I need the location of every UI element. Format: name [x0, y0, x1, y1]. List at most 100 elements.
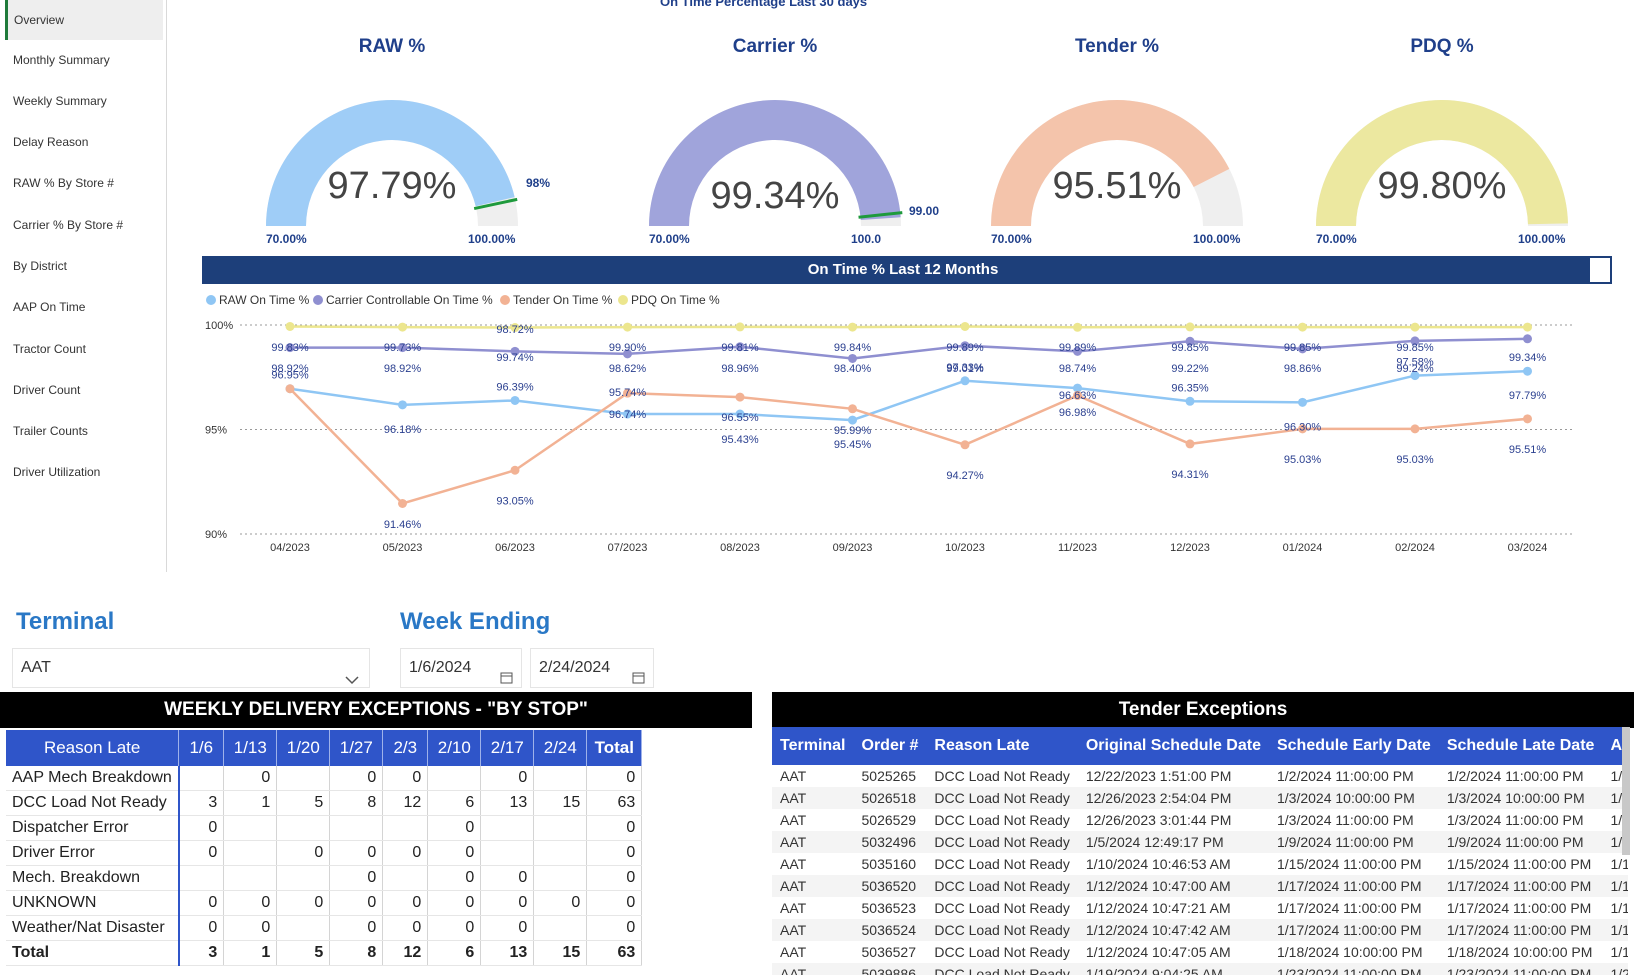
- data-label: 98.72%: [496, 324, 534, 336]
- legend-item[interactable]: PDQ On Time %: [618, 293, 720, 307]
- column-header[interactable]: 2/24: [533, 730, 588, 766]
- table-row[interactable]: AAT 5039886 DCC Load Not Ready 1/19/2024 9:…: [772, 963, 1628, 975]
- table-cell: AAT: [772, 963, 854, 975]
- sidebar-item-tractor-count[interactable]: Tractor Count: [13, 342, 86, 356]
- week-start-date-input[interactable]: 1/6/2024: [400, 648, 522, 688]
- table-row[interactable]: AAT 5036523 DCC Load Not Ready 1/12/2024 10…: [772, 897, 1628, 919]
- gauge-value: 95.51%: [1052, 165, 1182, 207]
- terminal-filter-title: Terminal: [16, 608, 115, 635]
- column-header[interactable]: 2/3: [382, 730, 429, 766]
- count-cell: 0: [533, 890, 588, 916]
- x-tick-label: 01/2024: [1283, 542, 1323, 554]
- table-row: UNKNOWN 0 0 0 0 0 0 0 0 0: [6, 890, 643, 916]
- sidebar-item-weekly-summary[interactable]: Weekly Summary: [13, 94, 107, 108]
- tender-table-scrollbar[interactable]: [1622, 727, 1630, 855]
- count-cell: 0: [427, 865, 482, 891]
- table-row[interactable]: AAT 5036527 DCC Load Not Ready 1/12/2024 10…: [772, 941, 1628, 963]
- reason-cell: DCC Load Not Ready: [6, 790, 180, 816]
- table-cell: 1/12/2024 10:47:05 AM: [1085, 944, 1231, 960]
- data-label: 96.18%: [384, 424, 422, 436]
- count-cell: [329, 815, 384, 841]
- count-cell: 0: [586, 815, 643, 841]
- sidebar-item-aap-on-time[interactable]: AAP On Time: [13, 300, 86, 314]
- column-header[interactable]: 1/20: [276, 730, 331, 766]
- column-header[interactable]: Reason Late: [6, 730, 180, 766]
- data-point: [1073, 322, 1082, 332]
- data-label: 96.39%: [496, 381, 534, 393]
- tender-exceptions-scroll-area[interactable]: Terminal Order # Reason Late Original Sched…: [772, 727, 1628, 975]
- column-header[interactable]: Schedule Early Date: [1268, 727, 1439, 765]
- table-row[interactable]: AAT 5035160 DCC Load Not Ready 1/10/2024 10…: [772, 853, 1628, 875]
- table-cell: 1/9/2024 11:00:00 PM: [1268, 831, 1439, 853]
- chart-header-toggle[interactable]: [1588, 256, 1612, 284]
- sidebar-item-trailer-counts[interactable]: Trailer Counts: [13, 424, 88, 438]
- sidebar-item-delay-reason[interactable]: Delay Reason: [13, 135, 89, 149]
- column-header[interactable]: 2/17: [480, 730, 535, 766]
- sidebar-item-overview[interactable]: Overview: [5, 0, 163, 40]
- column-header[interactable]: Schedule Late Date: [1438, 727, 1603, 765]
- data-point: [960, 440, 970, 450]
- count-cell: 0: [586, 915, 643, 941]
- count-cell: 13: [480, 940, 535, 966]
- y-tick-label: 100%: [205, 320, 233, 332]
- calendar-icon[interactable]: [632, 661, 645, 699]
- table-row[interactable]: AAT 5026529 DCC Load Not Ready 12/26/2023 3…: [772, 809, 1628, 831]
- table-row[interactable]: AAT 5036520 DCC Load Not Ready 1/12/2024 10…: [772, 875, 1628, 897]
- data-point: [1298, 344, 1307, 354]
- data-point: [1073, 383, 1082, 393]
- x-tick-label: 12/2023: [1170, 542, 1210, 554]
- table-row: Weather/Nat Disaster 0 0 0 0 0 0 0: [6, 915, 643, 941]
- gauge-target-marker: [473, 197, 518, 211]
- table-cell: DCC Load Not Ready: [934, 856, 1070, 872]
- table-cell: 1/18/2024 10:00:00 PM: [1276, 944, 1423, 960]
- column-header[interactable]: 1/6: [178, 730, 225, 766]
- legend-item[interactable]: Tender On Time %: [500, 293, 612, 307]
- data-point: [735, 342, 745, 352]
- data-point: [735, 392, 745, 402]
- column-header[interactable]: Total: [586, 730, 643, 766]
- sidebar-item-by-district[interactable]: By District: [13, 259, 67, 273]
- column-header[interactable]: Terminal: [772, 727, 854, 765]
- table-cell: 5036524: [853, 919, 927, 941]
- count-cell: 0: [382, 840, 429, 866]
- table-cell: 12/26/2023 3:01:44 PM: [1085, 812, 1232, 828]
- sidebar-item-driver-count[interactable]: Driver Count: [13, 383, 81, 397]
- table-row[interactable]: AAT 5026518 DCC Load Not Ready 12/26/2023 2…: [772, 787, 1628, 809]
- reason-cell: Total: [6, 940, 180, 966]
- data-label: 96.30%: [1284, 421, 1322, 433]
- table-cell: AAT: [780, 856, 807, 872]
- count-cell: 63: [586, 790, 643, 816]
- column-header[interactable]: Reason Late: [926, 727, 1078, 765]
- table-row[interactable]: AAT 5032496 DCC Load Not Ready 1/5/2024 12:…: [772, 831, 1628, 853]
- column-header[interactable]: 1/13: [223, 730, 278, 766]
- sidebar-item-driver-utilization[interactable]: Driver Utilization: [13, 465, 101, 479]
- gauge-title: PDQ %: [1410, 36, 1474, 57]
- table-cell: 5026518: [853, 787, 927, 809]
- table-row[interactable]: AAT 5025265 DCC Load Not Ready 12/22/2023 1…: [772, 765, 1628, 787]
- terminal-dropdown[interactable]: AAT: [12, 648, 370, 688]
- data-point: [510, 346, 520, 356]
- column-header[interactable]: 2/10: [427, 730, 482, 766]
- x-tick-label: 02/2024: [1395, 542, 1435, 554]
- table-row[interactable]: AAT 5036524 DCC Load Not Ready 1/12/2024 10…: [772, 919, 1628, 941]
- column-header[interactable]: 1/27: [329, 730, 384, 766]
- table-cell: 1/3/2024 10:00:00 PM: [1268, 787, 1439, 809]
- week-start-date-value: 1/6/2024: [409, 659, 472, 676]
- gauge-fill: [266, 99, 515, 226]
- table-cell: AAT: [780, 812, 807, 828]
- calendar-icon[interactable]: [500, 661, 513, 699]
- count-cell: 0: [586, 840, 643, 866]
- sidebar-item-monthly-summary[interactable]: Monthly Summary: [13, 53, 110, 67]
- count-cell: [276, 815, 331, 841]
- column-header[interactable]: Original Schedule Date: [1077, 727, 1269, 765]
- week-end-date-input[interactable]: 2/24/2024: [530, 648, 654, 688]
- legend-item[interactable]: RAW On Time %: [206, 293, 309, 307]
- legend-dot: [206, 295, 216, 305]
- sidebar-item-carrier-by-store[interactable]: Carrier % By Store #: [13, 218, 124, 232]
- legend-item[interactable]: Carrier Controllable On Time %: [313, 293, 493, 307]
- column-header[interactable]: Order #: [853, 727, 927, 765]
- table-cell: 1/12/2024 10:47:21 AM: [1085, 900, 1231, 916]
- sidebar-item-raw-by-store[interactable]: RAW % By Store #: [13, 176, 114, 190]
- data-label: 99.74%: [496, 352, 534, 364]
- table-cell: DCC Load Not Ready: [926, 875, 1078, 897]
